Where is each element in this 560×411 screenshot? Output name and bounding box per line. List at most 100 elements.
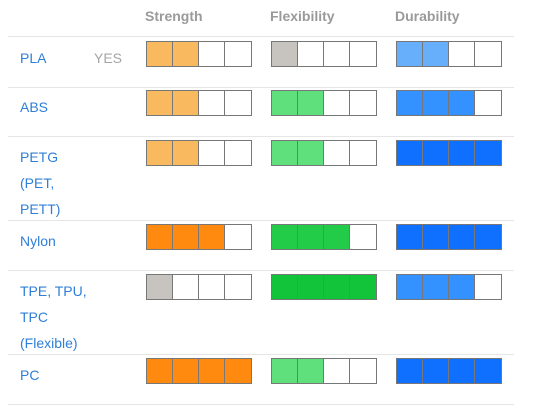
strength-rating-bar — [146, 90, 252, 116]
strength-rating-segment — [173, 225, 199, 249]
strength-rating-bar — [146, 224, 252, 250]
durability-rating-bar — [396, 358, 502, 384]
header-flexibility: Flexibility — [270, 8, 335, 24]
durability-rating-segment — [423, 141, 449, 165]
header-strength: Strength — [145, 8, 203, 24]
flexibility-rating-segment — [350, 42, 376, 66]
flexibility-rating-segment — [324, 42, 350, 66]
strength-rating-bar — [146, 140, 252, 166]
strength-rating-segment — [225, 359, 251, 383]
strength-rating-segment — [199, 91, 225, 115]
flexibility-rating-segment — [298, 42, 324, 66]
strength-rating-segment — [199, 141, 225, 165]
durability-rating-segment — [449, 225, 475, 249]
flexibility-rating-segment — [272, 42, 298, 66]
strength-rating-segment — [147, 141, 173, 165]
strength-rating-segment — [225, 275, 251, 299]
material-name: PETG (PET, PETT) — [20, 149, 61, 217]
strength-rating-segment — [225, 91, 251, 115]
strength-rating-segment — [199, 275, 225, 299]
durability-rating-segment — [423, 91, 449, 115]
durability-rating-bar — [396, 41, 502, 67]
flexibility-rating-segment — [324, 225, 350, 249]
table-row: PC — [8, 354, 514, 405]
strength-rating-segment — [199, 359, 225, 383]
strength-rating-segment — [147, 359, 173, 383]
material-name: PLA — [20, 50, 47, 66]
flexibility-rating-bar — [271, 274, 377, 300]
durability-rating-segment — [449, 359, 475, 383]
durability-rating-segment — [397, 225, 423, 249]
table-header: Strength Flexibility Durability — [0, 0, 560, 36]
strength-rating-segment — [199, 225, 225, 249]
durability-rating-segment — [423, 275, 449, 299]
flexibility-rating-bar — [271, 90, 377, 116]
flexibility-rating-segment — [298, 91, 324, 115]
table-row: PETG (PET, PETT) — [8, 136, 514, 221]
durability-rating-segment — [449, 141, 475, 165]
strength-rating-segment — [225, 141, 251, 165]
strength-rating-segment — [173, 359, 199, 383]
flexibility-rating-segment — [272, 141, 298, 165]
strength-rating-bar — [146, 358, 252, 384]
durability-rating-segment — [423, 42, 449, 66]
material-flag: YES — [94, 50, 123, 66]
header-durability: Durability — [395, 8, 460, 24]
durability-rating-segment — [475, 359, 501, 383]
durability-rating-segment — [423, 225, 449, 249]
durability-rating-segment — [397, 141, 423, 165]
flexibility-rating-segment — [272, 225, 298, 249]
material-name: ABS — [20, 99, 49, 115]
durability-rating-segment — [475, 225, 501, 249]
strength-rating-segment — [147, 275, 173, 299]
flexibility-rating-segment — [272, 275, 298, 299]
flexibility-rating-segment — [350, 359, 376, 383]
durability-rating-bar — [396, 90, 502, 116]
strength-rating-bar — [146, 41, 252, 67]
strength-rating-segment — [225, 225, 251, 249]
durability-rating-segment — [475, 42, 501, 66]
flexibility-rating-segment — [324, 91, 350, 115]
durability-rating-segment — [397, 359, 423, 383]
durability-rating-segment — [397, 275, 423, 299]
flexibility-rating-segment — [298, 225, 324, 249]
material-name: TPE, TPU, TPC (Flexible) — [20, 283, 87, 351]
durability-rating-segment — [423, 359, 449, 383]
durability-rating-segment — [449, 275, 475, 299]
flexibility-rating-segment — [298, 359, 324, 383]
durability-rating-bar — [396, 274, 502, 300]
flexibility-rating-segment — [350, 141, 376, 165]
durability-rating-segment — [449, 91, 475, 115]
flexibility-rating-bar — [271, 224, 377, 250]
durability-rating-segment — [397, 91, 423, 115]
flexibility-rating-segment — [298, 275, 324, 299]
durability-rating-bar — [396, 140, 502, 166]
strength-rating-segment — [173, 42, 199, 66]
strength-rating-segment — [199, 42, 225, 66]
flexibility-rating-segment — [350, 225, 376, 249]
strength-rating-segment — [147, 91, 173, 115]
table-row: PLA YES — [8, 36, 514, 88]
flexibility-rating-segment — [350, 91, 376, 115]
flexibility-rating-bar — [271, 358, 377, 384]
flexibility-rating-segment — [272, 359, 298, 383]
durability-rating-segment — [449, 42, 475, 66]
durability-rating-segment — [475, 141, 501, 165]
material-name: PC — [20, 367, 40, 383]
strength-rating-segment — [147, 42, 173, 66]
flexibility-rating-bar — [271, 140, 377, 166]
strength-rating-bar — [146, 274, 252, 300]
flexibility-rating-segment — [272, 91, 298, 115]
table-row: ABS — [8, 86, 514, 137]
durability-rating-segment — [397, 42, 423, 66]
flexibility-rating-segment — [324, 275, 350, 299]
durability-rating-segment — [475, 275, 501, 299]
durability-rating-segment — [475, 91, 501, 115]
strength-rating-segment — [173, 275, 199, 299]
flexibility-rating-segment — [324, 141, 350, 165]
flexibility-rating-segment — [350, 275, 376, 299]
table-row: Nylon — [8, 220, 514, 271]
table-row: TPE, TPU, TPC (Flexible) — [8, 270, 514, 355]
durability-rating-bar — [396, 224, 502, 250]
